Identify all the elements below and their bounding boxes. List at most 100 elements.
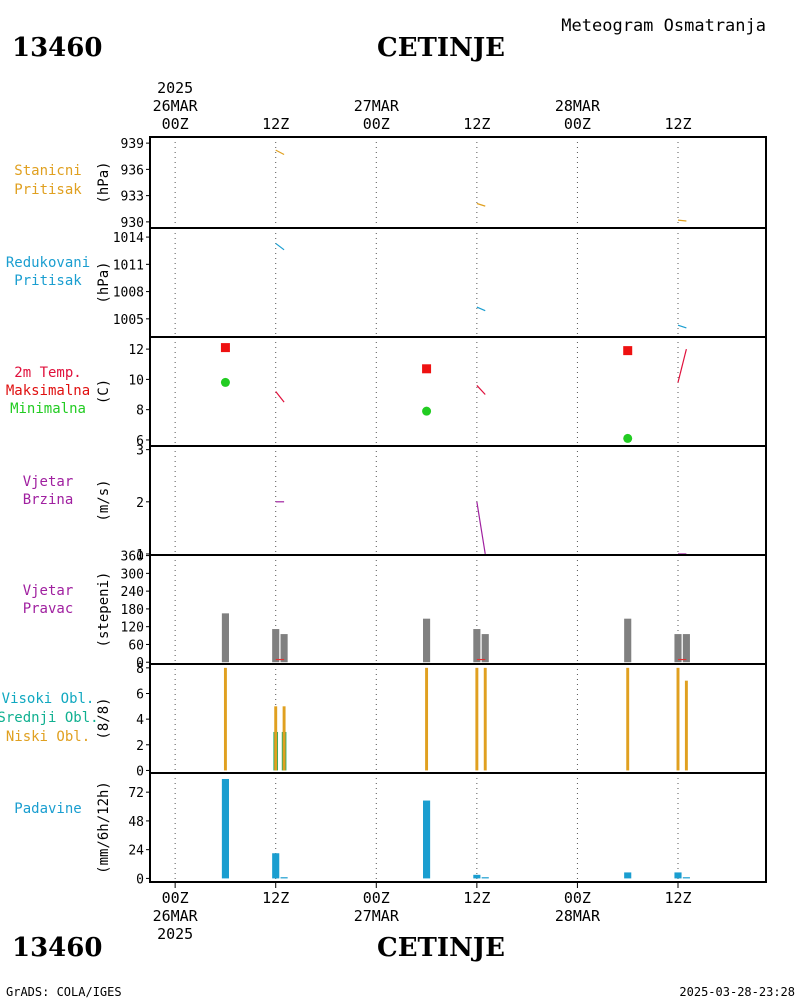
unit-label: (m/s) — [96, 479, 112, 521]
data-bar — [423, 800, 431, 879]
panel-variable-label: Srednji Obl. — [0, 710, 99, 726]
y-tick-label: 933 — [121, 190, 144, 205]
data-bar — [674, 872, 682, 879]
panel-variable-label: Redukovani — [6, 255, 90, 271]
panel-3: 12 10 8 6 (C) 2m Temp. Maksimalna Minimalna — [6, 336, 767, 449]
time-tick-label-bottom: 12Z — [664, 889, 691, 907]
panel-7: 72 48 24 0 (mm/6h/12h) Padavine — [14, 772, 767, 887]
y-tick-label: 60 — [128, 638, 144, 653]
panel-variable-label: Minimalna — [10, 401, 86, 417]
data-bar — [221, 613, 229, 663]
panel-frame — [149, 445, 767, 556]
y-tick-label: 2 — [136, 739, 144, 754]
y-tick-label: 8 — [136, 662, 144, 677]
y-tick-label: 1008 — [113, 286, 144, 301]
data-bar — [624, 872, 632, 879]
max-temp-marker — [623, 346, 633, 356]
min-temp-marker — [623, 433, 633, 443]
data-line-segment — [476, 306, 486, 312]
y-tick-label: 360 — [121, 550, 144, 565]
data-bar — [423, 618, 431, 663]
time-tick-label-top: 12Z — [262, 115, 289, 133]
y-tick-label: 48 — [128, 815, 144, 830]
unit-label: (hPa) — [96, 161, 112, 203]
y-tick-label: 939 — [121, 137, 144, 152]
data-bar — [272, 629, 280, 663]
y-tick-label: 1014 — [113, 231, 144, 246]
data-line-segment — [275, 242, 285, 251]
panel-1: 939 936 933 930 (hPa) Stanicni Pritisak — [14, 136, 767, 231]
panel-variable-label: Pritisak — [14, 182, 82, 198]
date-label-bottom: 27MAR — [354, 907, 400, 925]
credit-text: GrADS: COLA/IGES — [6, 985, 122, 999]
y-tick-label: 1005 — [113, 313, 144, 328]
data-bar — [425, 667, 429, 771]
time-tick-label-bottom: 12Z — [463, 889, 490, 907]
panel-frame — [149, 136, 767, 229]
data-bar — [684, 680, 688, 771]
panel-5: 360 300 240 180 120 60 0 (stepeni) Vjetar Pravac — [23, 550, 767, 671]
data-bar — [624, 618, 632, 663]
data-bar — [280, 877, 288, 879]
y-tick-label: 1011 — [113, 258, 144, 273]
data-line-segment — [275, 149, 285, 156]
data-bar — [272, 853, 280, 879]
y-tick-label: 12 — [128, 343, 144, 358]
date-label-top: 27MAR — [354, 97, 400, 115]
panel-frame — [149, 554, 767, 665]
panel-variable-label: Stanicni — [14, 163, 81, 179]
max-temp-marker — [220, 343, 230, 353]
panel-6: 8 6 4 2 0 (8/8)Visoki Obl. Srednji Obl. Niski O… — [0, 662, 767, 779]
time-tick-label-bottom: 00Z — [564, 889, 591, 907]
y-tick-label: 4 — [136, 713, 144, 728]
station-id-bottom: 13460 — [12, 933, 102, 963]
y-tick-label: 300 — [121, 567, 144, 582]
y-tick-label: 1 — [136, 548, 144, 563]
y-tick-label: 120 — [121, 621, 144, 636]
panel-4: 3 2 1 (m/s) Vjetar Brzina — [23, 444, 767, 563]
y-tick-label: 24 — [128, 844, 144, 859]
y-tick-label: 6 — [136, 687, 144, 702]
panel-variable-label: Vjetar — [23, 583, 74, 599]
panel-frame — [149, 663, 767, 774]
product-title: Meteogram Osmatranja — [561, 16, 766, 36]
timestamp-text: 2025-03-28-23:28 — [679, 985, 795, 999]
y-tick-label: 180 — [121, 603, 144, 618]
min-temp-marker — [220, 377, 230, 387]
panel-variable-label: Niski Obl. — [6, 729, 90, 745]
date-label-bottom: 28MAR — [555, 907, 601, 925]
footer-block: 13460 CETINJE GrADS: COLA/IGES 2025-03-2… — [6, 933, 795, 999]
y-tick-label: 6 — [136, 434, 144, 449]
panel-variable-label: Visoki Obl. — [2, 691, 95, 707]
data-bar — [481, 634, 489, 663]
panels: 939936933930(hPa)StanicniPritisak1014101… — [0, 136, 767, 887]
data-line-segment — [476, 501, 486, 555]
data-bar — [473, 874, 481, 879]
data-line-segment — [476, 385, 486, 395]
time-axis: 00Z 00Z 12Z 12Z 00Z 00Z 12Z 12Z 00Z 00Z 12Z 12Z 26MA… — [153, 79, 692, 943]
y-tick-label: 240 — [121, 585, 144, 600]
unit-label: (hPa) — [96, 261, 112, 303]
time-tick-label-top: 12Z — [463, 115, 490, 133]
data-bar — [274, 706, 278, 771]
unit-label: (stepeni) — [96, 572, 112, 648]
panel-frame — [149, 772, 767, 883]
date-label-top: 26MAR — [153, 97, 199, 115]
data-bar — [676, 667, 680, 771]
y-tick-label: 936 — [121, 163, 144, 178]
time-tick-label-bottom: 00Z — [363, 889, 390, 907]
y-tick-label: 2 — [136, 496, 144, 511]
panel-variable-label: 2m Temp. — [14, 365, 81, 381]
panel-frame — [149, 227, 767, 338]
data-bar — [280, 634, 288, 663]
data-bar — [282, 706, 286, 771]
y-tick-label: 8 — [136, 404, 144, 419]
date-label-bottom: 26MAR — [153, 907, 199, 925]
data-bar — [483, 667, 487, 771]
panel-variable-label: Maksimalna — [6, 383, 90, 399]
date-label-bottom: 2025 — [157, 925, 193, 943]
data-bar — [223, 667, 227, 771]
data-bar — [626, 667, 630, 771]
min-temp-marker — [422, 406, 432, 416]
